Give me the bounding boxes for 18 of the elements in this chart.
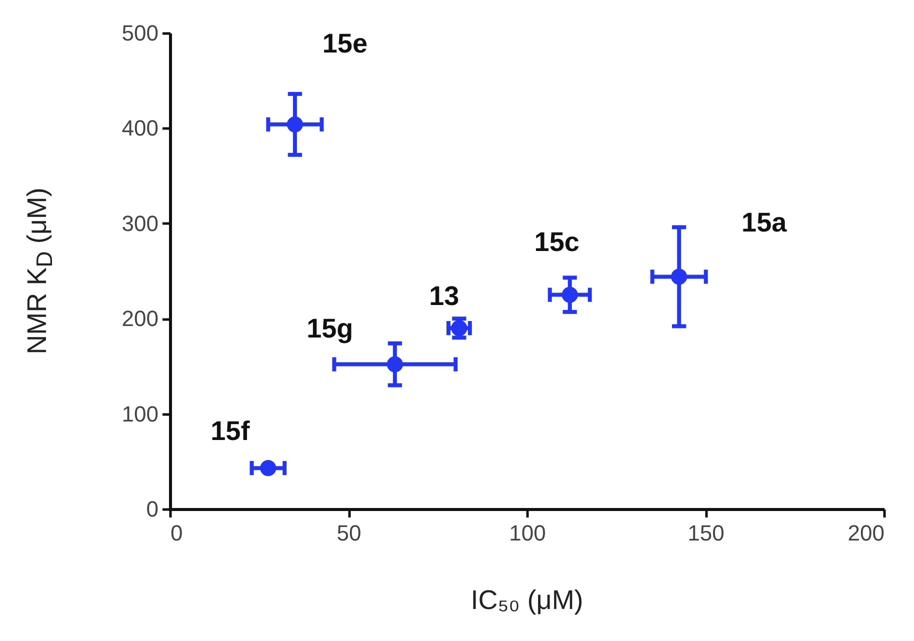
y-tick-label: 0 — [146, 496, 158, 522]
annotation: 15g — [306, 313, 354, 344]
y-tick-label: 200 — [122, 306, 158, 332]
y-tick-label: 500 — [122, 20, 158, 46]
x-axis-title: IC₅₀ (μM) — [470, 585, 584, 616]
x-tick-label: 200 — [848, 520, 884, 546]
annotation: 15a — [742, 208, 788, 238]
x-tick-label: 0 — [170, 520, 183, 546]
x-tick-label: 150 — [688, 520, 724, 546]
y-tick-label: 100 — [122, 401, 158, 426]
annotation: 15c — [534, 226, 580, 257]
y-tick-label: 400 — [122, 116, 158, 141]
y-tick-label: 300 — [122, 210, 158, 236]
x-tick-label: 50 — [336, 520, 362, 546]
annotation: 13 — [429, 281, 460, 312]
annotation: 15f — [210, 416, 251, 446]
annotation: 15e — [322, 28, 368, 58]
x-tick-label: 100 — [509, 520, 546, 546]
